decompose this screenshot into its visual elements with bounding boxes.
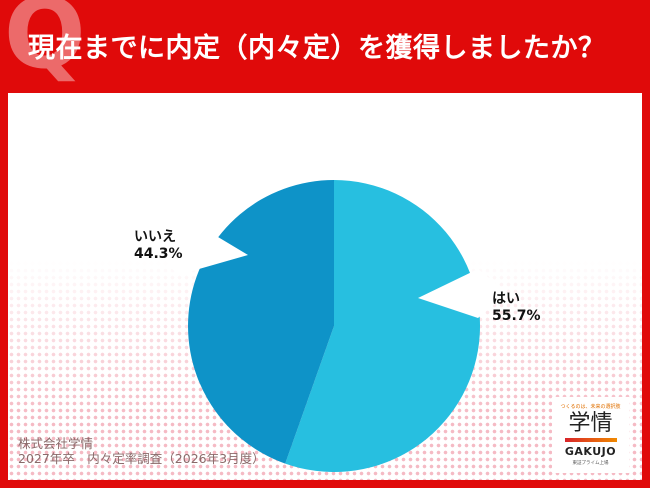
pie-slices (148, 180, 508, 472)
source-note: 株式会社学情 2027年卒 内々定率調査（2026年3月度） (18, 436, 265, 466)
logo-sub: 東証プライム上場 (572, 461, 609, 466)
chart-panel: いいえ 44.3% はい 55.7% 株式会社学情 2027年卒 内々定率調査（… (8, 93, 642, 480)
slice-yes (285, 180, 481, 472)
gakujo-logo: つくるのは、未来の選択肢 学情 GAKUJO 東証プライム上場 (552, 397, 629, 473)
q-mark: Q (4, 0, 86, 90)
page-title: 現在までに内定（内々定）を獲得しましたか？ (28, 33, 606, 64)
pie-chart (148, 180, 508, 472)
label-yes-name: はい (492, 291, 520, 307)
logo-kanji: 学情 (568, 411, 613, 436)
source-line-2: 2027年卒 内々定率調査（2026年3月度） (18, 451, 265, 466)
source-line-1: 株式会社学情 (18, 436, 94, 451)
logo-name: GAKUJO (564, 445, 617, 458)
label-no-pct: 44.3% (134, 246, 183, 262)
logo-bar (564, 438, 617, 442)
label-no: いいえ 44.3% (134, 229, 183, 263)
label-yes: はい 55.7% (492, 291, 541, 325)
logo-tagline: つくるのは、未来の選択肢 (560, 404, 621, 410)
label-no-name: いいえ (134, 229, 176, 245)
label-yes-pct: 55.7% (492, 308, 541, 324)
